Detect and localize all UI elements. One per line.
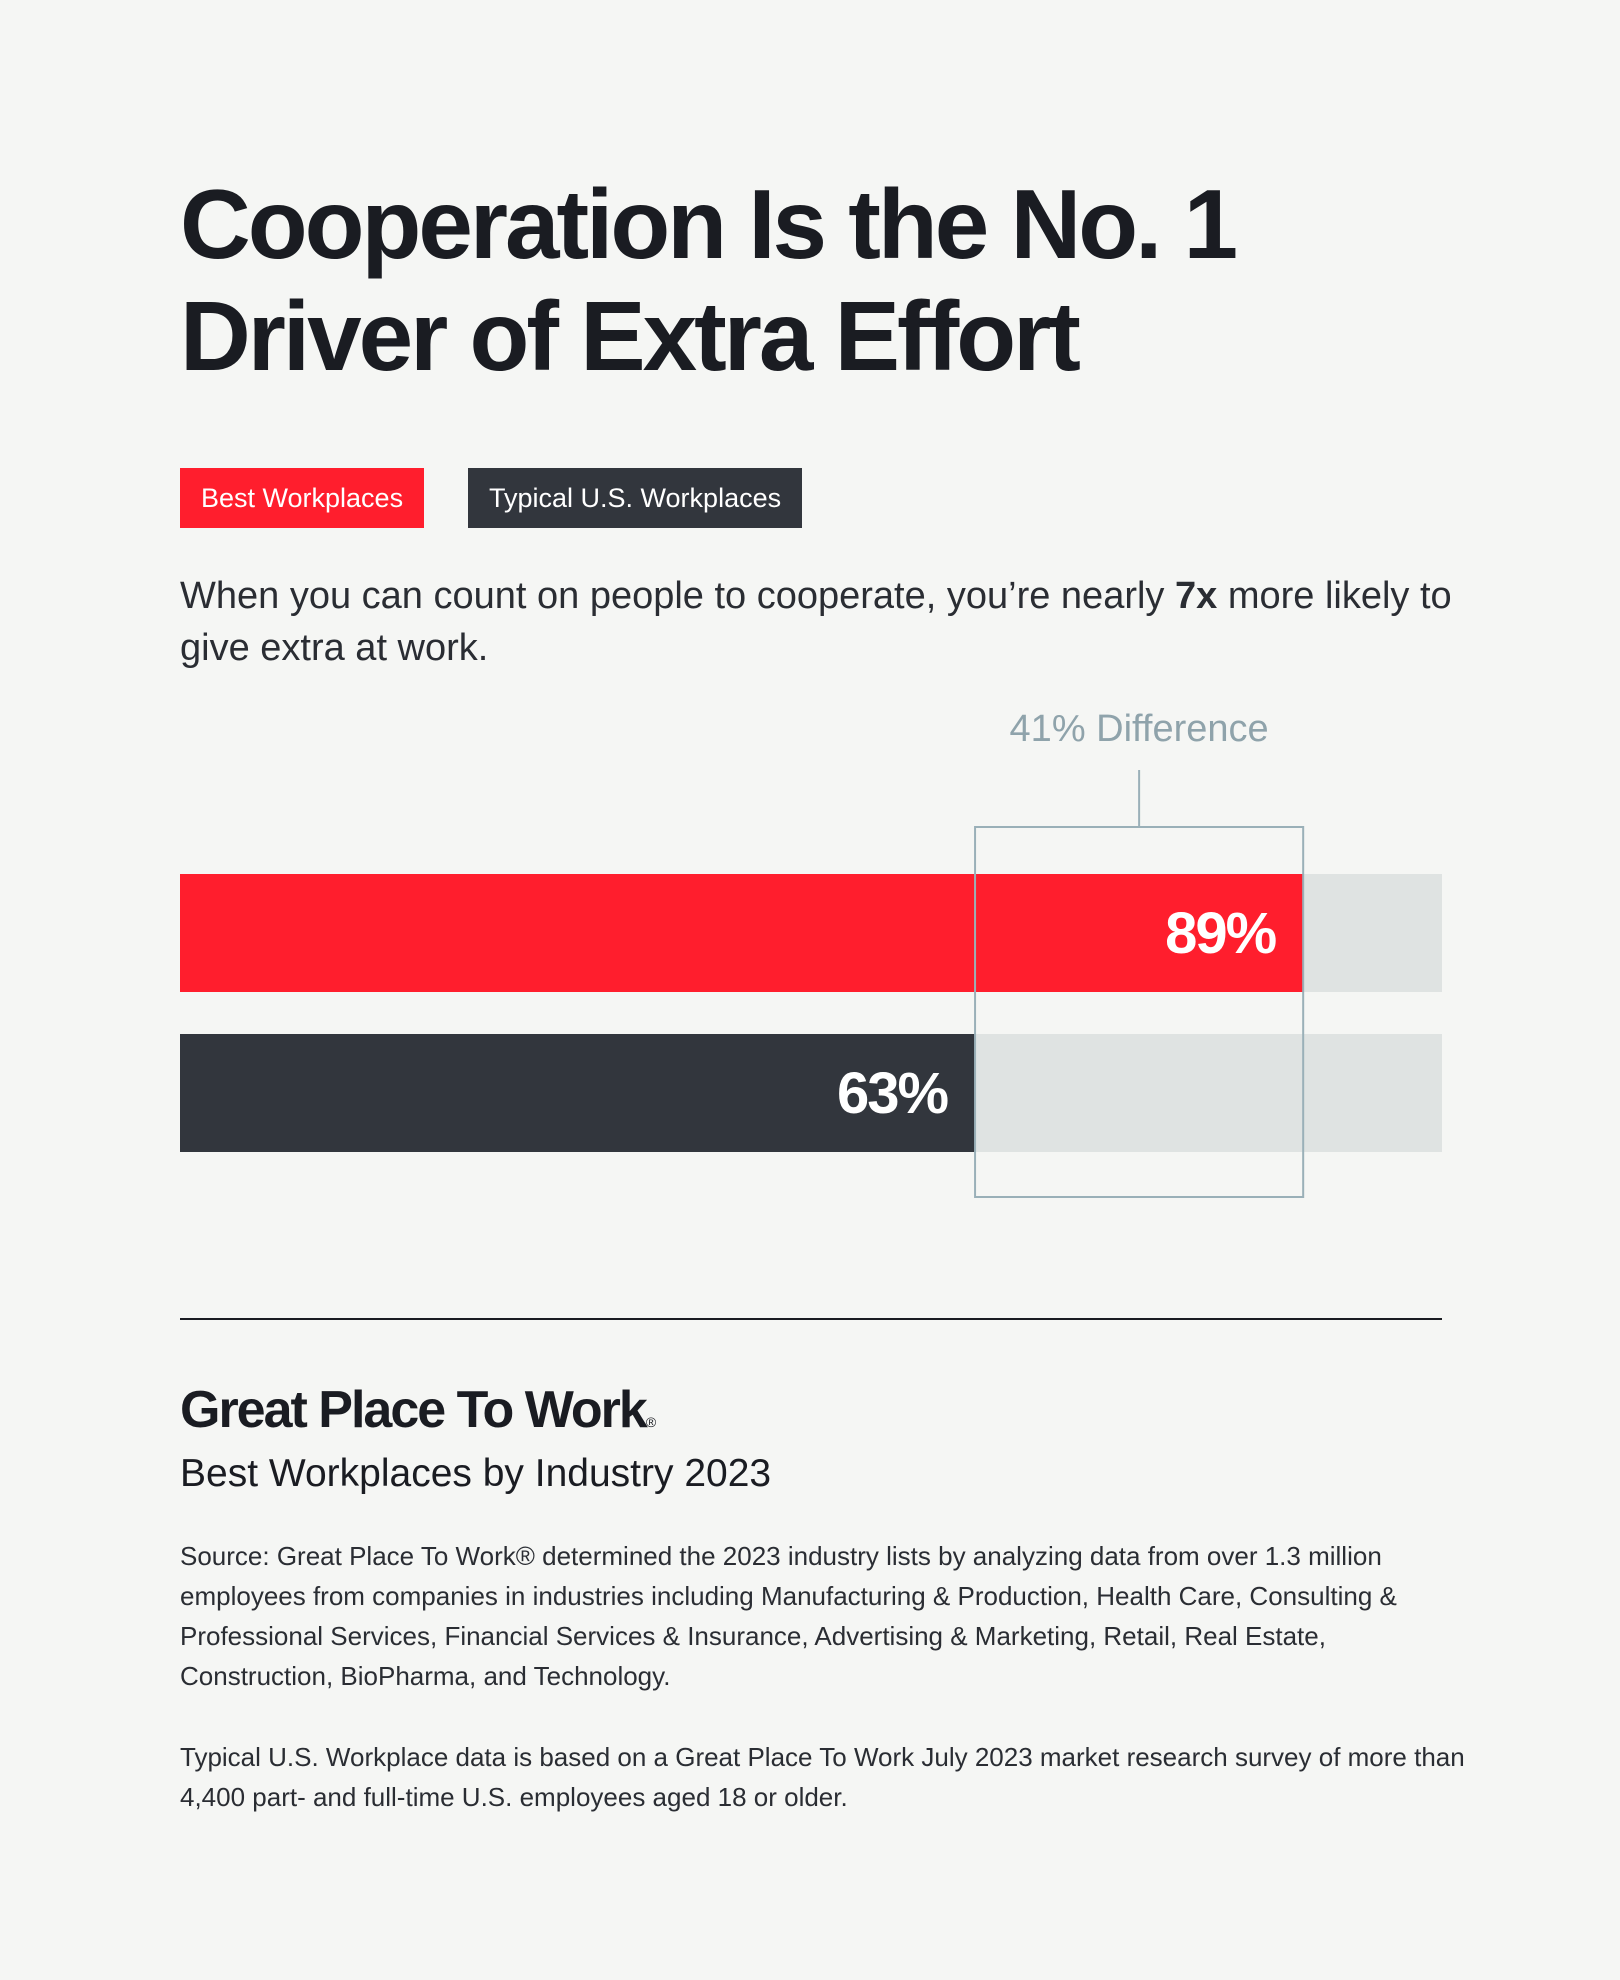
brand-name: Great Place To Work — [180, 1381, 648, 1439]
brand-mark: ® — [645, 1414, 657, 1430]
subtitle-text: more likely to give extra at work. — [180, 575, 1452, 669]
subtitle-emphasis: 7x — [1174, 575, 1218, 617]
chart-title: Cooperation Is the No. 1 Driver of Extra… — [180, 169, 1238, 391]
value-label: 89% — [1165, 901, 1277, 966]
chart: 89% 63% 41% Difference — [180, 708, 1442, 1198]
divider — [180, 1318, 1442, 1320]
report-title: Best Workplaces by Industry 2023 — [180, 1452, 772, 1495]
value-label: 63% — [837, 1061, 949, 1126]
bar — [180, 1034, 976, 1152]
legend-entry: Typical U.S. Workplaces — [468, 468, 803, 528]
source-note: Typical U.S. Workplace data is based on … — [180, 1742, 1465, 1812]
source-note: Source: Great Place To Work® determined … — [180, 1541, 1397, 1691]
bar — [180, 874, 1304, 992]
subtitle: When you can count on people to cooperat… — [180, 570, 1480, 674]
brand-logo: Great Place To Work® — [180, 1380, 656, 1440]
annotation: 41% Difference — [1010, 708, 1269, 750]
legend-entry: Best Workplaces — [180, 468, 425, 528]
subtitle-text: When you can count on people to cooperat… — [180, 575, 1175, 617]
